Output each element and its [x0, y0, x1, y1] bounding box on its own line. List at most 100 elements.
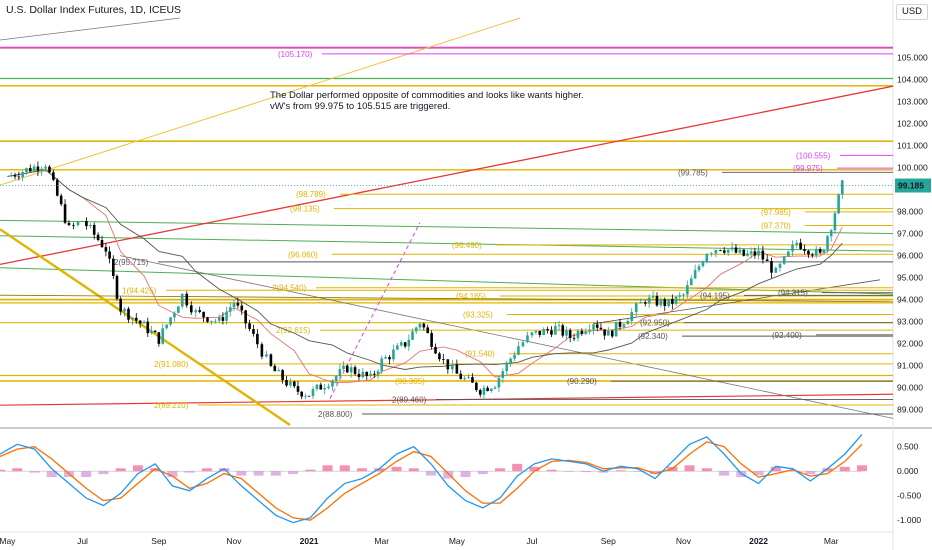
macd-histogram-bar — [408, 468, 419, 472]
candle-body — [542, 329, 545, 335]
candle-body — [138, 320, 142, 324]
candle-body — [177, 306, 180, 313]
candle-body — [513, 354, 516, 359]
macd-histogram-bar — [288, 471, 299, 475]
candle-body — [146, 321, 150, 334]
candle-body — [96, 234, 100, 241]
candle-body — [369, 373, 372, 377]
candle-body — [331, 380, 334, 387]
candle-body — [526, 335, 529, 343]
candle-body — [63, 204, 67, 223]
candle-body — [651, 295, 655, 298]
candle-body — [746, 253, 749, 256]
level-label: (98.135) — [290, 205, 320, 214]
candle-body — [142, 321, 146, 324]
yellow-trendline — [0, 17, 521, 186]
candle-body — [814, 248, 818, 256]
candle-body — [67, 222, 71, 225]
candle-body — [521, 342, 525, 347]
note-line-1: The Dollar performed opposite of commodi… — [270, 90, 584, 101]
candle-body — [28, 168, 32, 172]
candle-body — [361, 371, 365, 378]
candle-body — [256, 333, 259, 345]
candle-body — [123, 308, 126, 312]
candle-body — [281, 370, 284, 381]
macd-histogram-bar — [115, 468, 126, 472]
candle-body — [697, 266, 701, 271]
candle-body — [795, 242, 799, 245]
macd-histogram-bar — [81, 471, 92, 478]
macd-histogram-bar — [581, 471, 592, 473]
candle-body — [572, 337, 576, 339]
candle-body — [782, 256, 786, 264]
candle-body — [682, 294, 685, 296]
candle-body — [738, 249, 742, 253]
candle-body — [765, 259, 769, 262]
candle-body — [407, 339, 411, 347]
candle-body — [538, 330, 542, 335]
candle-body — [300, 391, 303, 397]
candle-body — [530, 332, 534, 336]
macd-histogram-bar — [839, 466, 850, 472]
candle-body — [442, 359, 445, 360]
candle-body — [40, 168, 44, 171]
level-label: (90.290) — [567, 377, 597, 386]
candle-body — [471, 377, 474, 383]
price-tick-label: 102.000 — [897, 119, 928, 129]
macd-histogram-bar — [460, 471, 471, 478]
candle-body — [399, 342, 403, 346]
macd-histogram-bar — [650, 471, 661, 475]
symbol-title[interactable]: U.S. Dollar Index Futures, 1D, ICEUS — [6, 4, 182, 16]
candle-body — [550, 330, 553, 335]
macd-histogram-bar — [512, 463, 523, 472]
candle-body — [630, 312, 634, 321]
macd-tick-label: -0.500 — [897, 491, 921, 501]
price-tick-label: 105.000 — [897, 53, 928, 63]
candle-body — [475, 382, 478, 391]
macd-histogram-bar — [684, 465, 695, 472]
level-label: (90.305) — [395, 377, 425, 386]
candle-body — [81, 220, 84, 222]
candle-body — [240, 305, 244, 311]
level-label: (105.170) — [278, 50, 313, 59]
candle-body — [430, 333, 433, 347]
candle-body — [327, 386, 330, 389]
currency-button[interactable]: USD — [896, 4, 928, 20]
candle-body — [561, 325, 565, 336]
candle-body — [689, 278, 693, 286]
green-level — [0, 219, 894, 235]
moving-average-slow — [7, 169, 843, 370]
candle-body — [626, 320, 630, 325]
candle-body — [655, 295, 659, 306]
price-tick-label: 94.000 — [897, 295, 923, 305]
macd-histogram-bar — [374, 468, 385, 472]
candle-body — [236, 302, 240, 306]
magenta-dashed — [329, 222, 421, 399]
candle-body — [778, 263, 782, 268]
note-line-2: vW's from 99.975 to 105.515 are triggere… — [270, 101, 451, 112]
level-label: 2(89.460) — [392, 395, 427, 404]
candle-body — [365, 371, 369, 377]
candle-body — [289, 381, 292, 386]
macd-histogram-bar — [701, 468, 712, 472]
level-label: (91.540) — [465, 350, 495, 359]
candle-body — [225, 311, 228, 321]
candle-body — [803, 249, 806, 251]
level-label: (94.315) — [778, 289, 808, 298]
macd-histogram-bar — [150, 468, 161, 472]
candle-body — [807, 250, 810, 255]
candle-body — [580, 330, 584, 334]
candle-body — [557, 325, 561, 327]
candle-body — [459, 373, 463, 380]
macd-histogram-bar — [391, 466, 402, 472]
candle-body — [52, 172, 55, 180]
candle-body — [493, 387, 497, 389]
gray-trendline — [0, 17, 181, 41]
level-label: 1(94.425) — [122, 286, 157, 295]
level-label: (99.785) — [678, 168, 708, 177]
candle-body — [403, 342, 407, 347]
candle-body — [9, 175, 13, 177]
price-tick-label: 92.000 — [897, 339, 923, 349]
